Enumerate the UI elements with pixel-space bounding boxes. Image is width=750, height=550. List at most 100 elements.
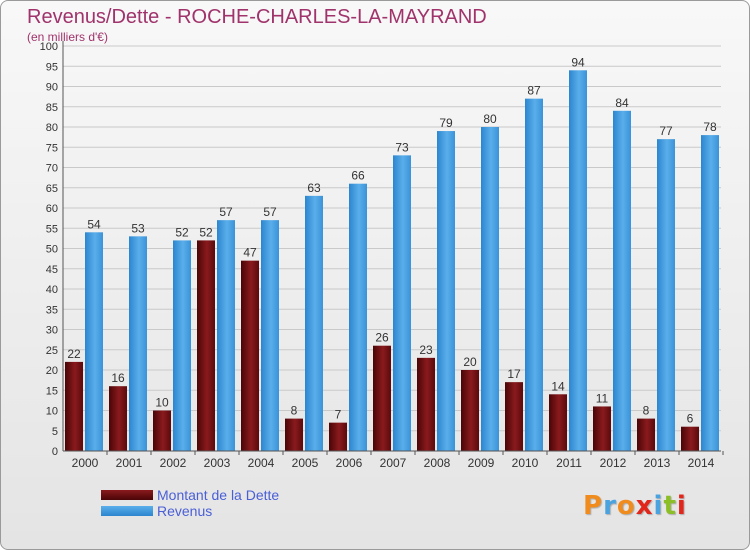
bar-revenus	[305, 195, 323, 451]
bar-dette	[153, 410, 171, 451]
data-label-revenus: 54	[87, 217, 101, 231]
bar-dette	[461, 370, 479, 451]
bar-dette	[197, 240, 215, 451]
logo-letter: t	[663, 491, 677, 521]
logo-letter: r	[603, 491, 617, 521]
y-tick-label: 100	[40, 41, 58, 53]
bar-revenus	[393, 155, 411, 451]
data-label-dette: 20	[463, 355, 477, 369]
bar-dette	[505, 382, 523, 451]
data-label-revenus: 66	[351, 169, 365, 183]
legend-label-dette: Montant de la Dette	[157, 487, 280, 503]
y-tick-label: 95	[46, 61, 58, 73]
legend-swatch-revenus	[101, 506, 153, 516]
chart-title: Revenus/Dette - ROCHE-CHARLES-LA-MAYRAND	[27, 6, 487, 28]
bar-dette	[329, 422, 347, 451]
bar-revenus	[613, 110, 631, 452]
data-label-dette: 16	[111, 371, 125, 385]
data-label-dette: 6	[687, 412, 694, 426]
data-label-revenus: 78	[703, 120, 717, 134]
bar-dette	[65, 361, 83, 451]
data-label-revenus: 87	[527, 84, 541, 98]
bar-revenus	[701, 135, 719, 451]
logo-letter: o	[616, 491, 636, 521]
data-label-dette: 7	[335, 408, 342, 422]
logo-letter: i	[653, 491, 664, 521]
data-label-revenus: 57	[219, 205, 233, 219]
data-label-revenus: 63	[307, 181, 321, 195]
y-tick-label: 90	[46, 82, 58, 94]
y-tick-label: 20	[46, 365, 58, 377]
legend-swatch-dette	[101, 490, 153, 500]
x-tick-label: 2004	[248, 456, 275, 470]
data-label-dette: 17	[507, 367, 521, 381]
data-label-revenus: 77	[659, 124, 673, 138]
bar-revenus	[569, 70, 587, 452]
y-tick-label: 55	[46, 223, 58, 235]
data-label-dette: 47	[243, 246, 257, 260]
bar-revenus	[217, 220, 235, 451]
y-tick-label: 25	[46, 345, 58, 357]
data-label-revenus: 79	[439, 116, 453, 130]
proxiti-logo: Proxiti	[583, 491, 687, 521]
bar-revenus	[261, 220, 279, 451]
data-label-dette: 23	[419, 343, 433, 357]
bar-revenus	[437, 131, 455, 452]
bar-revenus	[85, 232, 103, 451]
logo-letter: x	[635, 491, 654, 521]
x-tick-label: 2002	[160, 456, 187, 470]
bar-revenus	[349, 183, 367, 451]
y-tick-label: 50	[46, 244, 58, 256]
bar-dette	[637, 418, 655, 451]
y-tick-label: 30	[46, 325, 58, 337]
legend-label-revenus: Revenus	[157, 503, 213, 519]
x-tick-label: 2014	[688, 456, 715, 470]
x-tick-label: 2011	[556, 456, 582, 470]
y-tick-label: 45	[46, 264, 58, 276]
x-tick-label: 2000	[72, 456, 99, 470]
data-label-dette: 8	[291, 404, 298, 418]
x-tick-label: 2012	[600, 456, 627, 470]
bar-dette	[109, 386, 127, 451]
y-tick-label: 70	[46, 163, 58, 175]
bar-dette	[285, 418, 303, 451]
data-label-dette: 11	[596, 391, 609, 405]
bar-revenus	[129, 236, 147, 451]
x-tick-label: 2006	[336, 456, 363, 470]
data-label-dette: 22	[67, 347, 81, 361]
y-tick-label: 0	[52, 446, 58, 458]
bar-dette	[417, 357, 435, 451]
data-label-dette: 8	[643, 404, 650, 418]
bar-dette	[593, 406, 611, 451]
x-tick-label: 2007	[380, 456, 407, 470]
y-tick-label: 40	[46, 284, 58, 296]
bar-revenus	[657, 139, 675, 451]
data-label-dette: 26	[375, 331, 389, 345]
x-tick-label: 2010	[512, 456, 539, 470]
data-label-revenus: 80	[483, 112, 497, 126]
y-tick-label: 10	[46, 406, 58, 418]
x-tick-label: 2008	[424, 456, 451, 470]
y-tick-label: 35	[46, 304, 58, 316]
data-label-revenus: 53	[131, 221, 145, 235]
data-label-revenus: 84	[615, 96, 629, 110]
bar-revenus	[481, 127, 499, 451]
data-label-revenus: 52	[175, 225, 189, 239]
x-tick-label: 2013	[644, 456, 671, 470]
logo-letter: i	[676, 491, 687, 521]
data-label-revenus: 94	[571, 55, 585, 69]
bar-dette	[681, 426, 699, 451]
logo-letter: P	[583, 491, 604, 521]
y-tick-label: 60	[46, 203, 58, 215]
y-tick-label: 75	[46, 142, 58, 154]
x-tick-label: 2009	[468, 456, 495, 470]
data-label-dette: 10	[155, 396, 169, 410]
data-label-dette: 52	[199, 225, 213, 239]
y-tick-label: 80	[46, 122, 58, 134]
bar-dette	[373, 345, 391, 451]
x-tick-label: 2003	[204, 456, 231, 470]
bar-dette	[241, 260, 259, 451]
bar-dette	[549, 394, 567, 451]
y-tick-label: 15	[46, 385, 58, 397]
